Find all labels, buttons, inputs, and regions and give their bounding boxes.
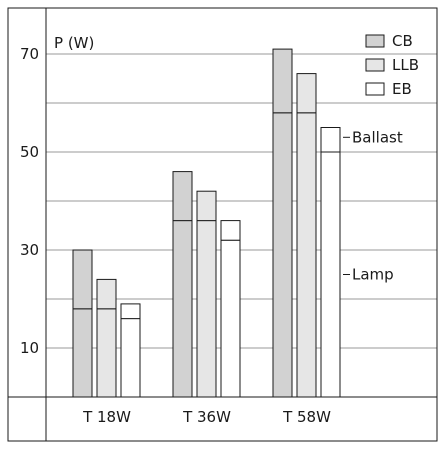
bar-ballast-eb bbox=[320, 127, 341, 153]
legend-label-eb: EB bbox=[392, 80, 412, 98]
x-tick-label: T 18W bbox=[82, 408, 131, 426]
legend-label-llb: LLB bbox=[392, 56, 419, 74]
bar-ballast-llb bbox=[196, 190, 217, 222]
legend-swatch-cb bbox=[365, 34, 385, 48]
bar-lamp-eb bbox=[320, 151, 341, 398]
legend-swatch-llb bbox=[365, 58, 385, 72]
y-tick-label: 50 bbox=[20, 143, 39, 161]
bar-lamp-llb bbox=[196, 220, 217, 398]
y-tick-label: 10 bbox=[20, 339, 39, 357]
bar-ballast-cb bbox=[172, 171, 193, 222]
legend-swatch-eb bbox=[365, 82, 385, 96]
labels-layer: P (W) 10 30 50 70 T 18W T 36W T 58W Ballast Lamp bbox=[20, 34, 403, 426]
bar-lamp-eb bbox=[120, 318, 141, 398]
bar-ballast-llb bbox=[96, 278, 117, 310]
bar-lamp-cb bbox=[272, 112, 293, 398]
frame-layer bbox=[7, 7, 438, 442]
legend-label-cb: CB bbox=[392, 32, 413, 50]
bar-lamp-eb bbox=[220, 239, 241, 398]
legend: CB LLB EB bbox=[365, 32, 419, 98]
y-tick-label: 30 bbox=[20, 241, 39, 259]
bar-lamp-cb bbox=[172, 220, 193, 398]
bar-ballast-cb bbox=[272, 48, 293, 114]
bar-ballast-eb bbox=[220, 220, 241, 241]
x-tick-label: T 36W bbox=[182, 408, 231, 426]
y-tick-label: 70 bbox=[20, 45, 39, 63]
chart-frame bbox=[7, 7, 438, 442]
bar-lamp-cb bbox=[72, 308, 93, 398]
bar-ballast-cb bbox=[72, 249, 93, 310]
bar-lamp-llb bbox=[96, 308, 117, 398]
annotation-lamp: Lamp bbox=[352, 266, 394, 284]
bar-lamp-llb bbox=[296, 112, 317, 398]
y-axis-label: P (W) bbox=[54, 34, 94, 52]
x-tick-label: T 58W bbox=[282, 408, 331, 426]
annotation-ballast: Ballast bbox=[352, 128, 403, 146]
bars-layer bbox=[72, 48, 341, 398]
bar-ballast-eb bbox=[120, 303, 141, 320]
bar-ballast-llb bbox=[296, 73, 317, 114]
